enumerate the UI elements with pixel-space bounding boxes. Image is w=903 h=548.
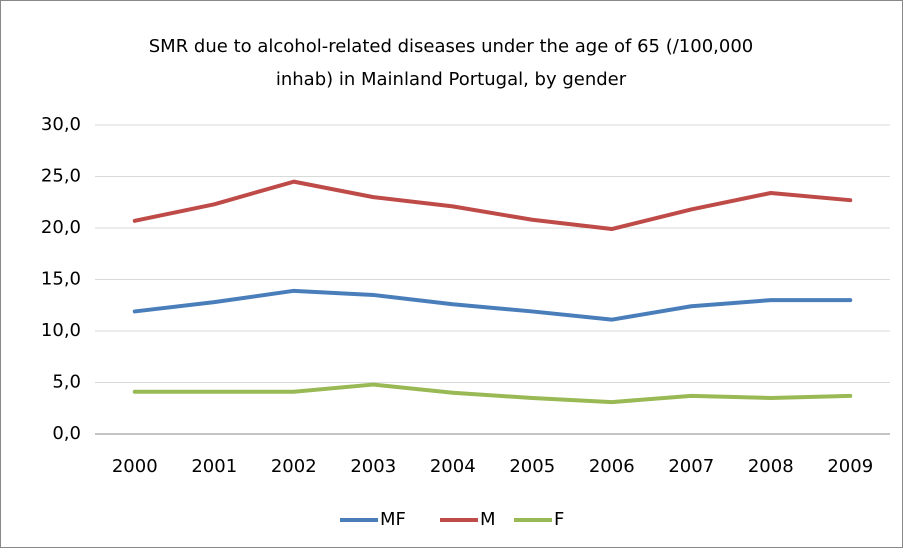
y-tick-label: 25,0 (41, 166, 81, 187)
data-line (132, 288, 853, 322)
x-tick-label: 2005 (509, 456, 555, 477)
x-tick-label: 2000 (112, 456, 158, 477)
legend-label: F (554, 509, 564, 530)
y-tick-label: 10,0 (41, 320, 81, 341)
x-tick-label: 2003 (350, 456, 396, 477)
data-line (132, 382, 853, 405)
chart-title: SMR due to alcohol-related diseases unde… (149, 36, 754, 57)
x-tick-label: 2004 (430, 456, 476, 477)
x-tick-label: 2007 (668, 456, 714, 477)
x-tick-label: 2009 (827, 456, 873, 477)
chart-title: inhab) in Mainland Portugal, by gender (276, 69, 627, 90)
y-tick-label: 20,0 (41, 217, 81, 238)
y-tick-label: 5,0 (52, 372, 81, 393)
y-tick-label: 0,0 (52, 423, 81, 444)
x-tick-label: 2008 (748, 456, 794, 477)
legend-label: MF (380, 509, 406, 530)
x-tick-label: 2001 (191, 456, 237, 477)
y-tick-label: 30,0 (41, 114, 81, 135)
legend-label: M (480, 509, 496, 530)
x-tick-label: 2006 (589, 456, 635, 477)
y-tick-label: 15,0 (41, 269, 81, 290)
x-tick-label: 2002 (271, 456, 317, 477)
data-line (132, 179, 853, 232)
